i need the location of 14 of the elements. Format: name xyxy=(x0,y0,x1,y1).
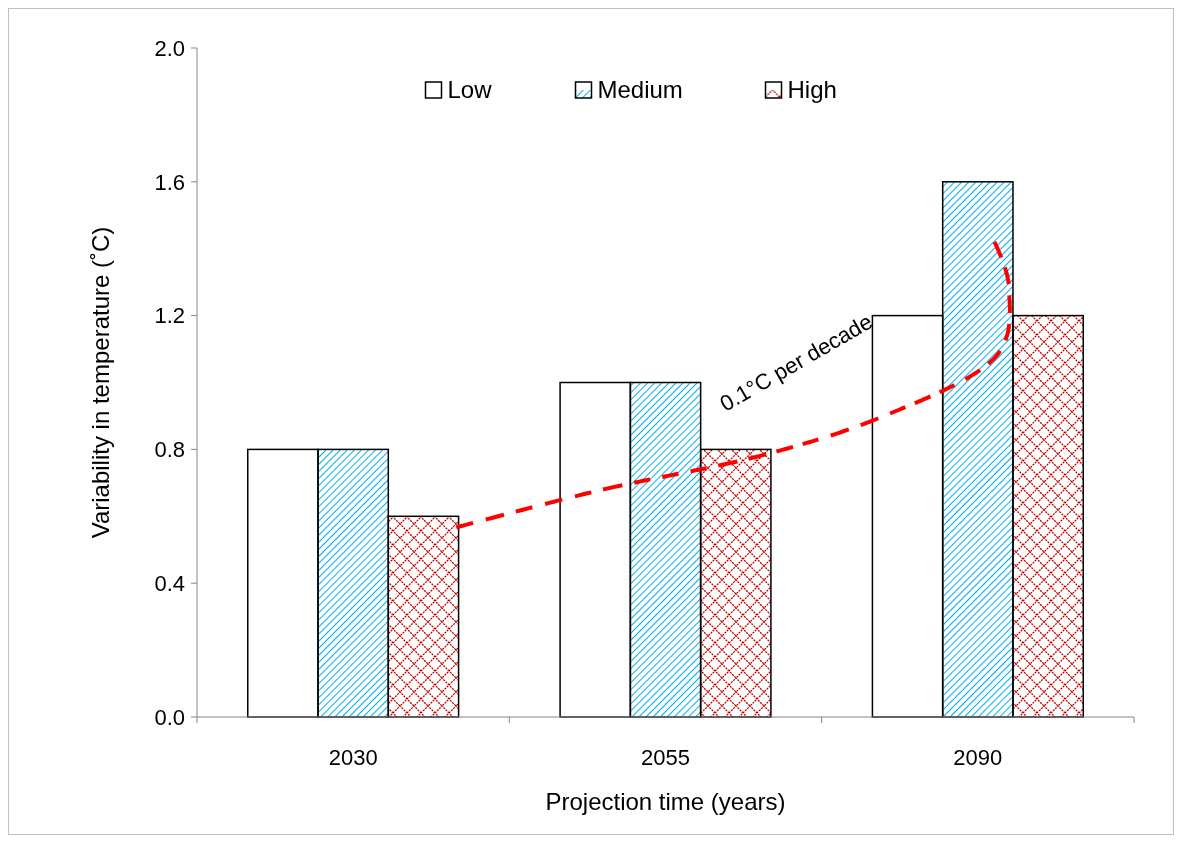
x-axis-title: Projection time (years) xyxy=(545,788,786,815)
y-tick-label: 2.0 xyxy=(154,35,185,61)
legend-label: Medium xyxy=(597,76,683,104)
x-tick-label: 2090 xyxy=(953,745,1003,770)
x-tick-label: 2030 xyxy=(328,745,378,770)
legend-label: High xyxy=(787,76,837,104)
y-axis-title: Variability in temperature (˚C) xyxy=(87,226,114,539)
y-tick-label: 0.0 xyxy=(154,704,185,730)
y-tick-label: 1.2 xyxy=(154,303,185,329)
x-tick-label: 2055 xyxy=(641,745,690,770)
y-tick-label: 0.8 xyxy=(154,437,185,463)
legend-label: Low xyxy=(447,76,493,104)
y-tick-label: 0.4 xyxy=(154,570,185,596)
y-tick-label: 1.6 xyxy=(154,169,185,195)
